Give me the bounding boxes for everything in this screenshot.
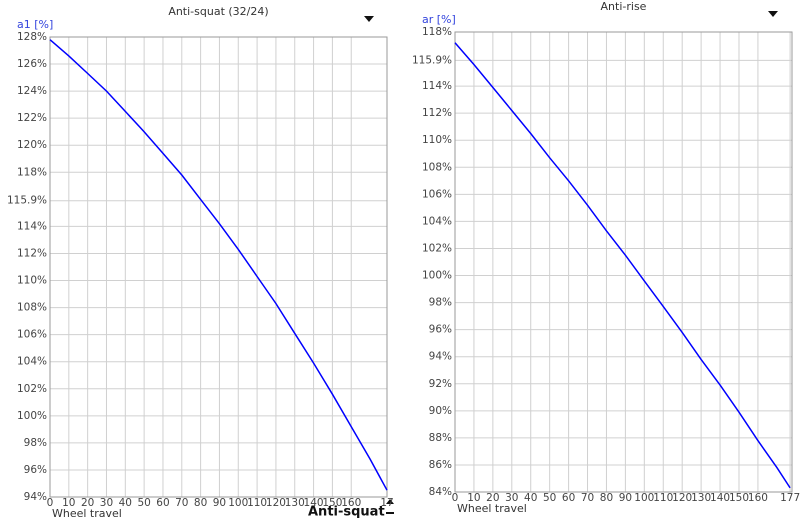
- x-tick-label: 60: [562, 492, 575, 504]
- x-tick-label: 130: [285, 497, 305, 509]
- y-tick-label: 114%: [17, 220, 47, 232]
- y-tick-label: 120%: [17, 139, 47, 151]
- x-tick-label: 70: [581, 492, 594, 504]
- x-tick-label: 40: [119, 497, 132, 509]
- x-tick-label: 160: [341, 497, 361, 509]
- dropdown-arrow[interactable]: [364, 16, 374, 22]
- y-tick-label: 122%: [17, 112, 47, 124]
- y-tick-label: 102%: [422, 242, 452, 254]
- chart-title: Anti-squat (32/24): [168, 5, 268, 18]
- y-tick-label: 106%: [422, 188, 452, 200]
- y-tick-label: 110%: [422, 134, 452, 146]
- x-axis-label: Wheel travel: [457, 502, 527, 515]
- y-tick-label: 106%: [17, 329, 47, 341]
- x-tick-label: 60: [156, 497, 169, 509]
- y-tick-label: 102%: [17, 383, 47, 395]
- data-line: [49, 39, 388, 491]
- y-tick-label: 98%: [24, 437, 47, 449]
- x-tick-label: 70: [175, 497, 188, 509]
- y-tick-label: 124%: [17, 85, 47, 97]
- x-tick-label: 140: [710, 492, 730, 504]
- y-tick-label: 96%: [24, 464, 47, 476]
- y-tick-label: 92%: [429, 378, 452, 390]
- x-tick-label: 0: [47, 497, 54, 509]
- y-tick-label: 115.9%: [412, 54, 452, 66]
- chart-title: Anti-rise: [601, 0, 647, 13]
- x-tick-label: 90: [213, 497, 226, 509]
- y-tick-label: 100%: [17, 410, 47, 422]
- x-tick-label: 30: [505, 492, 518, 504]
- data-line: [454, 42, 791, 489]
- plot-frame: [49, 36, 388, 498]
- x-tick-label: 10: [467, 492, 480, 504]
- x-tick-label: 110: [247, 497, 267, 509]
- y-tick-label: 118%: [422, 26, 452, 38]
- y-tick-label: 112%: [422, 107, 452, 119]
- x-tick-label: 20: [486, 492, 499, 504]
- y-tick-label: 90%: [429, 405, 452, 417]
- dropdown-arrow[interactable]: [768, 11, 778, 17]
- y-tick-label: 88%: [429, 432, 452, 444]
- x-tick-label: 50: [543, 492, 556, 504]
- x-tick-label: 100: [634, 492, 654, 504]
- y-tick-label: 84%: [429, 486, 452, 498]
- y-tick-label: 118%: [17, 166, 47, 178]
- y-tick-label: 126%: [17, 58, 47, 70]
- x-tick-label: 120: [672, 492, 692, 504]
- x-tick-label: 177: [780, 492, 800, 504]
- y-tick-label: 114%: [422, 80, 452, 92]
- spin-down[interactable]: [386, 512, 394, 514]
- x-tick-label: 17: [380, 497, 393, 509]
- x-axis-label: Wheel travel: [52, 507, 122, 518]
- y-tick-label: 110%: [17, 275, 47, 287]
- x-tick-label: 0: [452, 492, 459, 504]
- x-tick-label: 20: [81, 497, 94, 509]
- x-tick-label: 100: [228, 497, 248, 509]
- y-tick-label: 115.9%: [7, 195, 47, 207]
- plot-frame: [454, 31, 793, 493]
- x-tick-label: 10: [62, 497, 75, 509]
- x-tick-label: 90: [619, 492, 632, 504]
- x-tick-label: 30: [100, 497, 113, 509]
- x-tick-label: 140: [304, 497, 324, 509]
- y-tick-label: 94%: [429, 351, 452, 363]
- x-tick-label: 80: [600, 492, 613, 504]
- selector-label: Anti-squat: [308, 505, 385, 518]
- x-tick-label: 50: [137, 497, 150, 509]
- y-tick-label: 100%: [422, 270, 452, 282]
- x-tick-label: 120: [266, 497, 286, 509]
- y-tick-label: 128%: [17, 31, 47, 43]
- y-tick-label: 104%: [422, 215, 452, 227]
- y-tick-label: 86%: [429, 459, 452, 471]
- x-tick-label: 80: [194, 497, 207, 509]
- y-tick-label: 96%: [429, 324, 452, 336]
- x-tick-label: 160: [748, 492, 768, 504]
- y-tick-label: 94%: [24, 491, 47, 503]
- x-tick-label: 150: [322, 497, 342, 509]
- x-tick-label: 40: [524, 492, 537, 504]
- y-tick-label: 108%: [17, 302, 47, 314]
- x-tick-label: 150: [729, 492, 749, 504]
- y-axis-label: ar [%]: [422, 13, 456, 26]
- spin-up[interactable]: [386, 499, 394, 504]
- y-tick-label: 104%: [17, 356, 47, 368]
- y-tick-label: 98%: [429, 297, 452, 309]
- y-tick-label: 108%: [422, 161, 452, 173]
- x-tick-label: 130: [691, 492, 711, 504]
- y-axis-label: a1 [%]: [17, 18, 53, 31]
- x-tick-label: 110: [653, 492, 673, 504]
- y-tick-label: 112%: [17, 247, 47, 259]
